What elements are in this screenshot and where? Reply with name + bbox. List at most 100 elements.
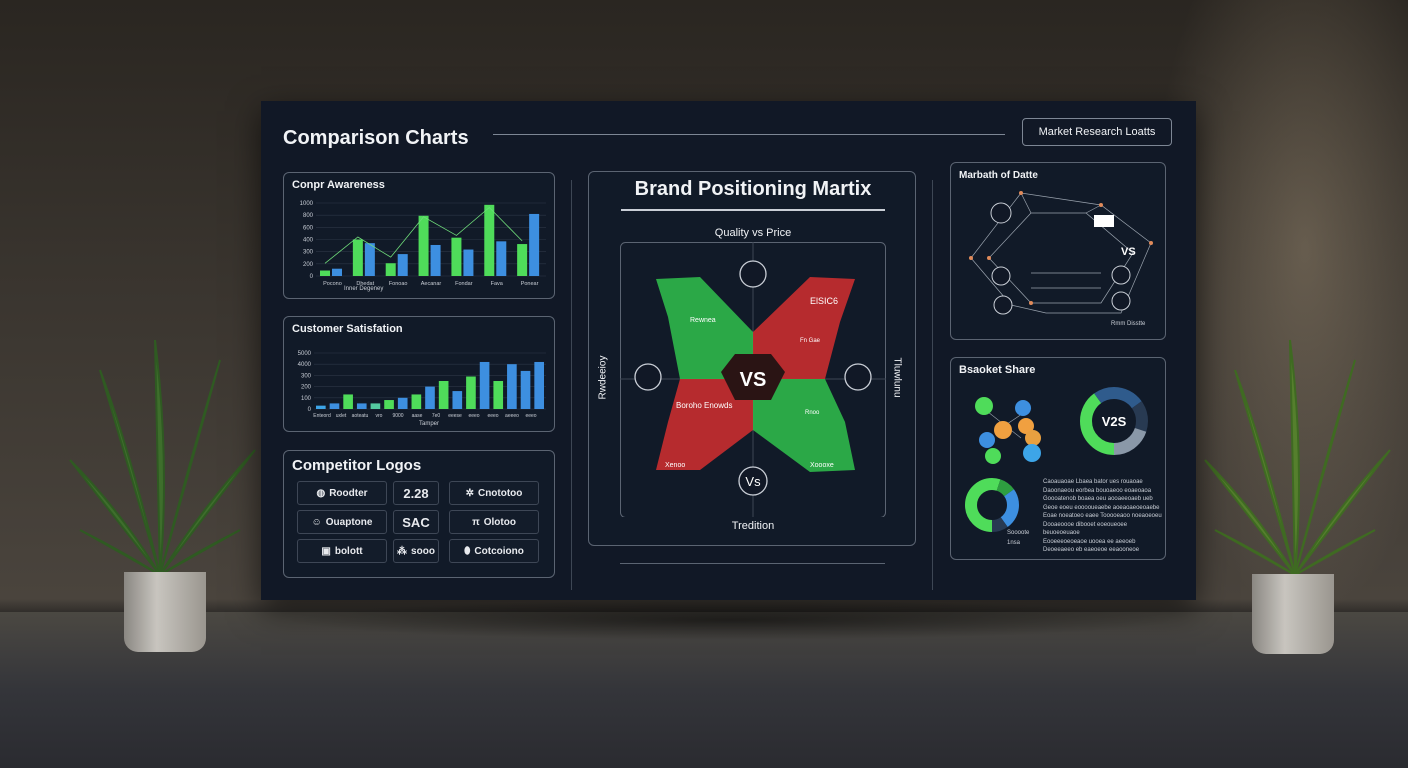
- bar-blue: [430, 244, 441, 276]
- x-tick-label: aase: [412, 413, 423, 419]
- bar: [534, 361, 544, 409]
- network-node-icon: [990, 202, 1012, 224]
- screen-shadow: [280, 600, 1180, 640]
- x-tick-label: Enteord: [313, 413, 331, 419]
- competitor-logo[interactable]: 2.28: [393, 481, 439, 505]
- legend-text-line: Eoae noeatoeo eaee Tooooeaoo noeaoeoeu: [1043, 513, 1162, 519]
- network-node-icon: [993, 295, 1013, 315]
- legend-text-line: Eooeeeoeoeaoe uooea ee aeeoeb: [1043, 538, 1136, 545]
- bar-green: [517, 244, 528, 276]
- y-tick-label: 0: [310, 274, 314, 280]
- matrix-chart: VS Rewnea ElSIC6 Fn Gae Boroho Enowds Xe…: [620, 242, 886, 517]
- network-label: Rmm Disstte: [1111, 321, 1146, 327]
- competitor-logo[interactable]: π Olotoo: [449, 510, 539, 534]
- x-tick-label: eeeo: [487, 413, 498, 419]
- shield-icon: ⬮: [464, 545, 471, 557]
- y-tick-label: 400: [303, 238, 314, 244]
- bar: [384, 400, 394, 409]
- bar-blue: [529, 213, 540, 276]
- y-tick-label: 300: [303, 250, 314, 256]
- x-tick-label: Fondar: [455, 281, 473, 287]
- y-tick-label: 100: [301, 396, 312, 402]
- bar: [438, 381, 449, 409]
- bubble: [975, 397, 993, 415]
- competitor-logo[interactable]: ⁂ sooo: [393, 539, 439, 563]
- small-donut-segment: [965, 478, 1019, 532]
- bar-green: [320, 270, 330, 276]
- network-node-icon: [991, 266, 1011, 286]
- left-plant-leaves: [69, 339, 256, 576]
- bar: [507, 364, 517, 409]
- logo-label: 2.28: [403, 485, 429, 501]
- box-icon: ▣: [321, 545, 331, 557]
- donut-label: 1nsa: [1007, 540, 1021, 546]
- awareness-panel: Conpr Awareness 1000 800 600 400 300 200 0 Poco…: [283, 172, 555, 299]
- bubble: [979, 432, 995, 448]
- quadrant-top-left: [656, 277, 753, 379]
- bar: [479, 361, 490, 409]
- x-tick-label: Ponear: [521, 281, 539, 287]
- top-brand-icon: [739, 260, 767, 288]
- right-column-divider: [932, 180, 933, 590]
- left-brand-icon: [634, 363, 662, 391]
- competitor-logo[interactable]: ⬮ Cotcoiono: [449, 539, 539, 563]
- matrix-title-underline: [621, 209, 885, 211]
- big-donut-segment: [1080, 387, 1148, 455]
- quadrant-bottom-right: [753, 379, 855, 472]
- quadrant-label: Xenoo: [665, 462, 685, 469]
- bubble: [994, 421, 1012, 439]
- x-tick-label: 7e0: [432, 413, 441, 419]
- bar-blue: [496, 241, 507, 276]
- bar: [370, 403, 381, 409]
- center-octagon: [721, 354, 785, 400]
- quadrant-label: Boroho Enowds: [676, 401, 732, 410]
- y-tick-label: 300: [301, 373, 312, 379]
- y-tick-label: 4000: [298, 362, 312, 368]
- bar: [425, 386, 435, 409]
- competitor-logo[interactable]: ☺ Ouaptone: [297, 510, 387, 534]
- bar-green: [352, 239, 363, 276]
- satisfaction-panel: Customer Satisfation 5000 4000 300 200 100 0 E…: [283, 316, 555, 432]
- gear-icon: ✲: [465, 487, 474, 499]
- matrix-center-vs: VS: [740, 369, 767, 391]
- bubble: [1025, 430, 1041, 446]
- x-tick-label: Pocono: [323, 281, 342, 287]
- header-divider: [493, 134, 1005, 135]
- awareness-chart: 1000 800 600 400 300 200 0 Pocono Dhedat Fonoao Ae…: [300, 201, 546, 287]
- legend-text-line: Caoauaoae Lbaea bator ues rouaoae: [1043, 479, 1143, 485]
- matrix-bottom-rule: [620, 563, 885, 564]
- bar-blue: [397, 254, 408, 276]
- competitor-logo[interactable]: SAC: [393, 510, 439, 534]
- bubble: [1023, 444, 1041, 462]
- logo-label: Cotcoiono: [474, 545, 524, 557]
- bubble: [985, 448, 1001, 464]
- bar: [520, 370, 531, 409]
- left-plant-pot: [124, 572, 206, 652]
- x-tick-label: Fonoao: [389, 281, 408, 287]
- matrix-title: Brand Positioning Martix: [634, 178, 872, 200]
- competitor-logo[interactable]: ✲ Cnototoo: [449, 481, 539, 505]
- market-research-button[interactable]: Market Research Loatts: [1022, 118, 1172, 146]
- network-panel: Marbath of Datte VS Rmm Disstte: [950, 162, 1166, 340]
- bar: [397, 397, 408, 409]
- x-tick-label: Dhedat: [356, 281, 374, 287]
- small-donut-segment: [965, 478, 1019, 532]
- bar-green: [385, 263, 396, 276]
- quadrant-label: ElSIC6: [810, 296, 838, 306]
- quadrant-top-right: [753, 277, 855, 379]
- x-tick-label: aoteatu: [352, 413, 369, 419]
- satisfaction-sub-label: Tamper: [419, 421, 440, 427]
- network-node-icon: [1111, 265, 1131, 285]
- logo-label: Cnototoo: [477, 487, 523, 499]
- logo-label: Roodter: [329, 487, 368, 499]
- competitor-logo[interactable]: ▣ bolott: [297, 539, 387, 563]
- x-tick-label: eeeo: [525, 413, 536, 419]
- big-donut-segment: [1080, 387, 1148, 455]
- x-tick-label: vro: [376, 413, 383, 419]
- logos-title: Competitor Logos: [292, 457, 422, 474]
- share-title: Bsaoket Share: [959, 364, 1036, 376]
- bottom-vs-badge: [738, 466, 768, 496]
- bubble: [1018, 418, 1034, 434]
- quadrant-label: Xoooxe: [810, 462, 834, 469]
- competitor-logo[interactable]: ◍ Roodter: [297, 481, 387, 505]
